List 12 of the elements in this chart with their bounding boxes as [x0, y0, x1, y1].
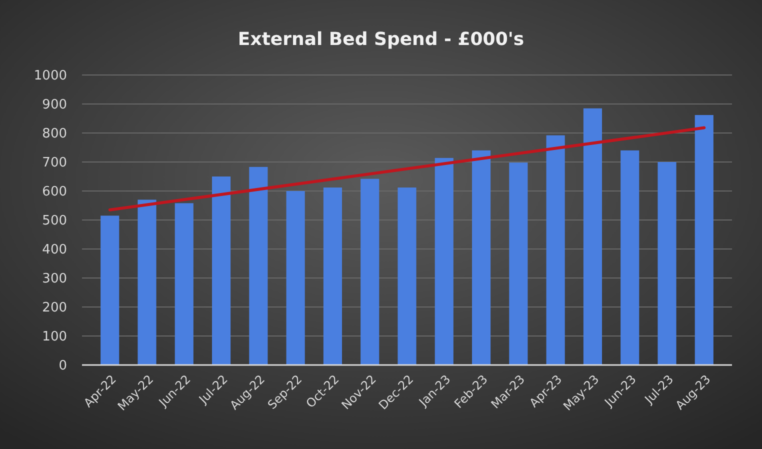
y-tick-label: 900: [42, 98, 67, 113]
y-tick-label: 800: [42, 126, 67, 142]
y-tick-label: 100: [42, 330, 67, 345]
y-tick-label: 400: [42, 242, 67, 258]
y-tick-label: 1000: [34, 68, 67, 84]
chart-title: External Bed Spend - £000's: [238, 29, 524, 50]
y-tick-label: 200: [42, 300, 67, 316]
y-tick-label: 700: [42, 156, 67, 171]
y-tick-label: 0: [58, 358, 67, 374]
y-tick-label: 600: [42, 184, 67, 200]
y-tick-label: 500: [42, 214, 67, 229]
y-tick-label: 300: [42, 272, 67, 287]
